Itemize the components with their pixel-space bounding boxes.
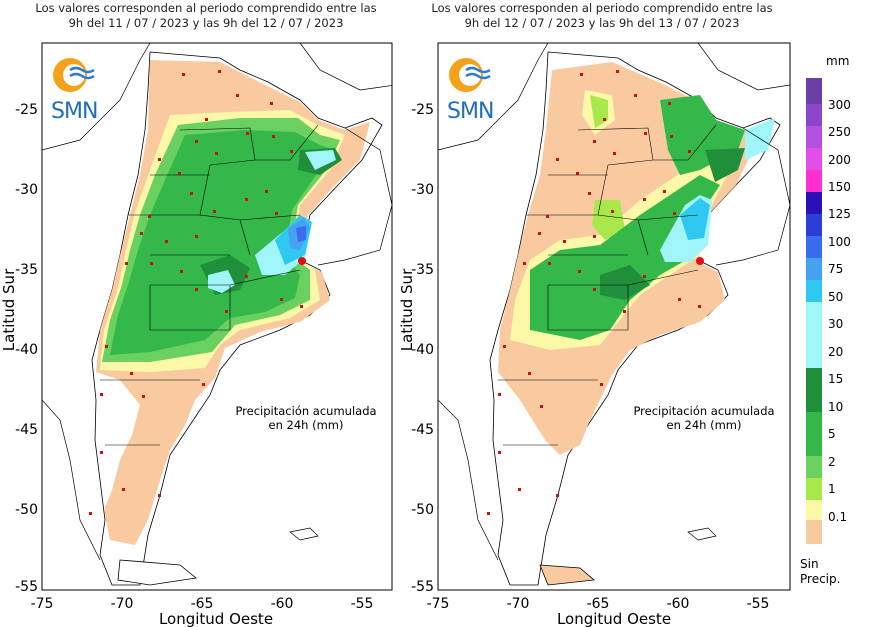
smn-logo: SMN [447,58,494,124]
legend-label: 150 [828,180,851,194]
logo-text: SMN [51,99,97,124]
precip-2 [590,95,625,240]
tierra-del-fuego [539,564,595,586]
ytick-label: -35 [411,262,434,278]
precip-15 [208,150,336,293]
buenos-aires-marker [298,257,306,265]
x-axis-label-left: Longitud Oeste [159,610,273,627]
precip-50 [296,226,306,242]
legend-label: 50 [828,290,844,304]
title-line-2: 9h del 12 / 07 / 2023 y las 9h del 13 / … [464,16,740,30]
map-frame-left [41,42,393,591]
xtick-label: -75 [427,596,450,612]
ytick-label: -45 [15,422,38,438]
ytick-label: -40 [411,342,434,358]
stations-right [487,70,701,515]
ytick-label: -25 [411,102,434,118]
xtick-label: -60 [271,596,294,612]
map-note-right: Precipitación acumulada en 24h (mm) [619,404,789,432]
map-panel-left: SMN [41,42,393,591]
map-panel-right: SMN [437,42,791,591]
map-note-left: Precipitación acumulada en 24h (mm) [221,404,391,432]
xtick-label: -70 [507,596,530,612]
legend-label: 125 [828,207,851,221]
panel-title-right: Los valores corresponden al periodo comp… [412,1,792,31]
legend-colorbar [806,78,822,544]
x-axis-label-right: Longitud Oeste [557,610,671,627]
legend-label: 20 [828,345,844,359]
logo-text: SMN [447,99,493,124]
note-line-1: Precipitación acumulada [235,404,377,418]
note-line-2: en 24h (mm) [666,418,742,432]
ytick-label: -50 [15,502,38,518]
y-ticks-left: -25 -30 -35 -40 -45 -50 -55 [15,102,38,595]
xtick-label: -60 [667,596,690,612]
legend-label: 10 [828,400,844,414]
note-line-2: en 24h (mm) [268,418,344,432]
map-frame-right [437,42,791,591]
smn-logo: SMN [51,58,98,124]
nodata-line-1: Sin [800,557,819,571]
ytick-label: -30 [15,182,38,198]
ytick-label: -40 [15,342,38,358]
precip-20 [680,198,710,240]
legend-unit: mm [826,54,850,68]
legend-label: 200 [828,153,851,167]
y-ticks-right: -25 -30 -35 -40 -45 -50 -55 [411,102,434,595]
precip-5 [110,130,335,355]
neighbour-borders [42,43,392,561]
nodata-line-2: Precip. [800,572,841,586]
ytick-label: -30 [411,182,434,198]
y-axis-label-right: Latitud Sur [398,268,416,351]
ytick-label: -45 [411,422,434,438]
title-line-2: 9h del 11 / 07 / 2023 y las 9h del 12 / … [68,16,344,30]
panel-title-left: Los valores corresponden al periodo comp… [16,1,396,31]
ytick-label: -50 [411,502,434,518]
xtick-label: -75 [31,596,54,612]
stations-left [89,70,303,515]
ytick-label: -35 [15,262,38,278]
legend-label: 250 [828,125,851,139]
xtick-label: -65 [191,596,214,612]
x-ticks-right: -75 -70 -65 -60 -55 [427,596,770,612]
legend-label: 300 [828,98,851,112]
ytick-label: -55 [411,579,434,595]
province-borders [498,124,717,446]
legend-label: 100 [828,235,851,249]
ytick-label: -55 [15,579,38,595]
islands [289,527,319,541]
islands [687,527,717,541]
ytick-label: -25 [15,102,38,118]
legend-label: 1 [828,482,836,496]
legend-label: 75 [828,262,844,276]
legend-no-precip: Sin Precip. [800,557,840,587]
xtick-label: -65 [587,596,610,612]
province-borders [100,124,319,446]
legend-label: 2 [828,455,836,469]
y-axis-label-left: Latitud Sur [0,268,18,351]
note-line-1: Precipitación acumulada [633,404,775,418]
legend-label: 30 [828,317,844,331]
tierra-del-fuego [117,559,197,586]
xtick-label: -55 [351,596,374,612]
title-line-1: Los valores corresponden al periodo comp… [35,1,377,15]
legend-label: 5 [828,427,836,441]
neighbour-borders [438,43,790,561]
legend-label: 15 [828,372,844,386]
buenos-aires-marker [696,257,704,265]
x-ticks-left: -75 -70 -65 -60 -55 [31,596,374,612]
xtick-label: -55 [747,596,770,612]
legend-label: 0.1 [828,510,848,524]
title-line-1: Los valores corresponden al periodo comp… [431,1,773,15]
xtick-label: -70 [111,596,134,612]
